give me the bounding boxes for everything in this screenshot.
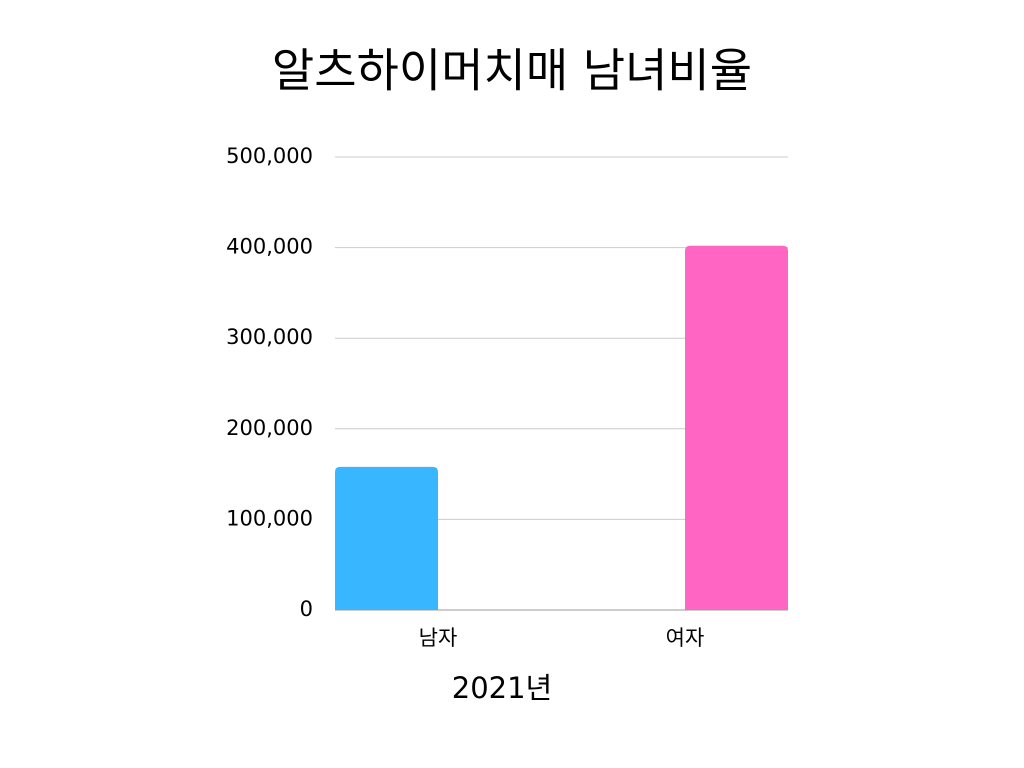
y-tick-label: 0 [300, 597, 313, 621]
bar [335, 466, 438, 610]
y-tick-label: 100,000 [226, 506, 313, 530]
bar [685, 245, 788, 610]
y-tick-label: 300,000 [226, 325, 313, 349]
y-tick-label: 400,000 [226, 235, 313, 259]
x-tick-label: 여자 [666, 626, 705, 650]
x-axis-label: 2021년 [452, 671, 552, 705]
x-tick-label: 남자 [419, 626, 458, 650]
chart-title: 알츠하이머치매 남녀비율 [272, 44, 752, 98]
y-tick-label: 500,000 [226, 144, 313, 168]
y-tick-label: 200,000 [226, 416, 313, 440]
